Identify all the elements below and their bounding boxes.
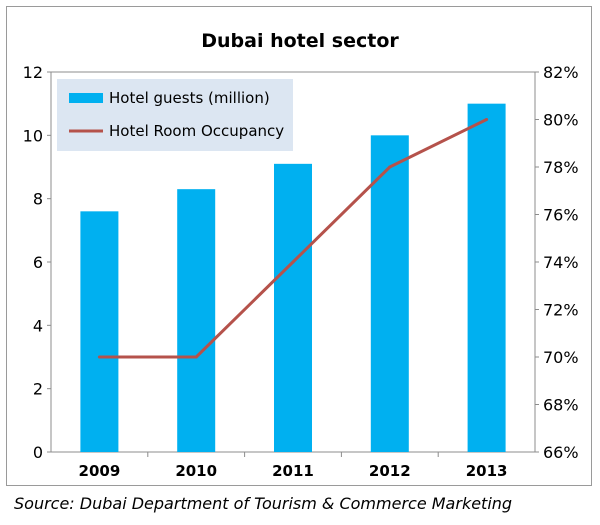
right-tick-label: 70% xyxy=(543,348,579,367)
point-occupancy-2010 xyxy=(194,355,198,359)
left-tick-label: 10 xyxy=(23,126,43,145)
bar-guests-2011 xyxy=(274,163,312,453)
right-tick-label: 78% xyxy=(543,158,579,177)
left-tick-label: 4 xyxy=(33,316,43,335)
x-tick-label-2011: 2011 xyxy=(272,462,314,480)
right-tick-label: 82% xyxy=(543,63,579,82)
point-occupancy-2011 xyxy=(291,260,295,264)
bar-guests-2013 xyxy=(467,103,506,453)
right-tick-label: 74% xyxy=(543,253,579,272)
bar-guests-2009 xyxy=(80,211,119,452)
left-tick-label: 2 xyxy=(33,380,43,399)
bar-guests-2012 xyxy=(370,135,409,453)
bar-guests-2010 xyxy=(177,189,216,452)
left-tick-label: 0 xyxy=(33,443,43,462)
legend-label-occupancy: Hotel Room Occupancy xyxy=(109,122,284,140)
point-occupancy-2009 xyxy=(97,355,101,359)
legend-swatch-guests xyxy=(69,93,103,103)
right-tick-label: 72% xyxy=(543,301,579,320)
legend-label-guests: Hotel guests (million) xyxy=(109,89,270,107)
chart: Dubai hotel sector 0 2 4 6 8 10 12 66% 68% 70% 72… xyxy=(23,30,579,480)
x-tick-label-2010: 2010 xyxy=(175,462,217,480)
right-tick-label: 68% xyxy=(543,396,579,415)
chart-title: Dubai hotel sector xyxy=(201,30,399,52)
point-occupancy-2013 xyxy=(485,118,489,121)
point-occupancy-2012 xyxy=(388,165,392,169)
left-tick-label: 8 xyxy=(33,190,43,209)
right-tick-label: 80% xyxy=(543,111,579,130)
x-tick-label-2012: 2012 xyxy=(369,462,411,480)
right-tick-label: 66% xyxy=(543,443,579,462)
x-tick-label-2009: 2009 xyxy=(79,462,121,480)
left-tick-label: 6 xyxy=(33,253,43,272)
legend: Hotel guests (million) Hotel Room Occupa… xyxy=(57,79,293,151)
right-tick-label: 76% xyxy=(543,206,579,225)
source-caption: Source: Dubai Department of Tourism & Co… xyxy=(14,494,513,513)
chart-frame: Dubai hotel sector 0 2 4 6 8 10 12 66% 68% 70% 72… xyxy=(6,6,592,486)
left-tick-label: 12 xyxy=(23,63,43,82)
x-tick-label-2013: 2013 xyxy=(466,462,508,480)
legend-box xyxy=(57,79,293,151)
